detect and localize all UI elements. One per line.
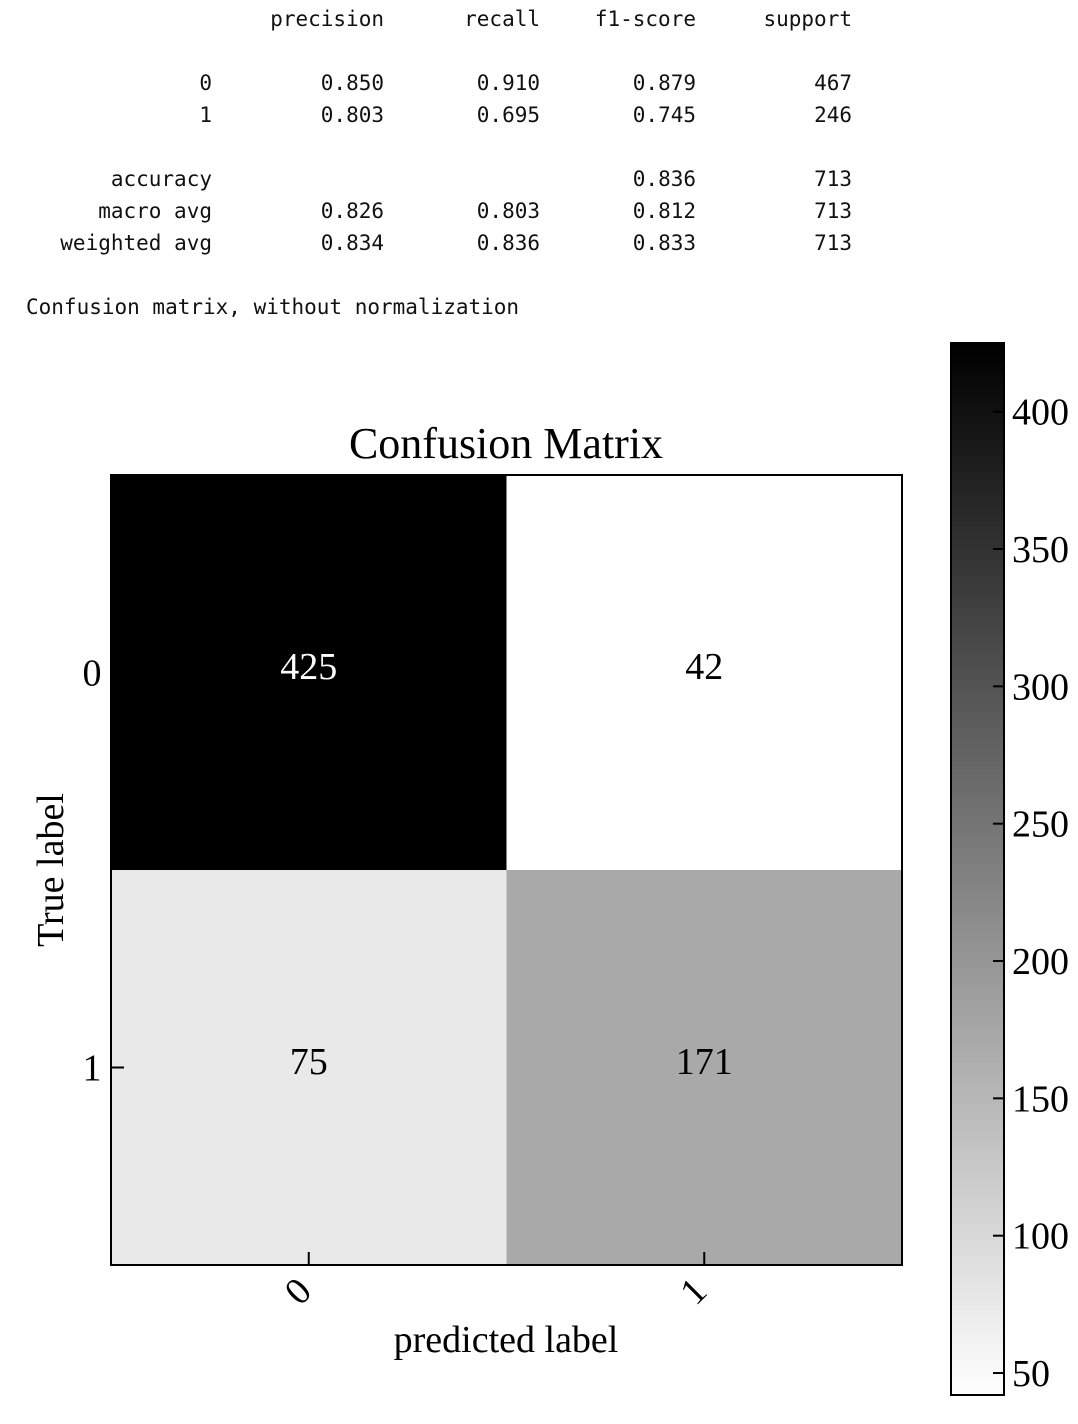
report-row-label: 1 [199,103,212,127]
report-cell: 0.834 [320,231,384,255]
report-column-header: support [763,7,852,31]
x-axis-label: predicted label [394,1319,619,1361]
report-cell: 0.803 [320,103,384,127]
report-row-label: macro avg [98,199,212,223]
heatmap-cell [506,475,902,870]
colorbar-tick-label: 400 [1012,392,1069,434]
report-cell: 0.879 [632,71,696,95]
report-cell: 467 [814,71,852,95]
report-cell: 713 [814,199,852,223]
report-cell: 0.803 [476,199,540,223]
report-column-header: precision [270,7,384,31]
cell-value-label: 42 [685,646,723,688]
report-caption: Confusion matrix, without normalization [26,295,520,319]
colorbar-tick-label: 300 [1012,666,1069,708]
plot-frame [110,474,903,1266]
y-tick-label: 1 [83,1048,102,1090]
report-cell: 0.826 [320,199,384,223]
heatmap-cell [111,475,507,870]
heatmap-cells: 425 42 75 171 [111,475,902,1265]
report-row-label: accuracy [110,167,212,191]
y-axis-label: True label [30,793,72,947]
x-tick-label: 0 [277,1270,320,1313]
report-column-header: recall [464,7,540,31]
colorbar-tick-label: 200 [1012,941,1069,983]
colorbar-tick-label: 350 [1012,529,1069,571]
report-cell: 0.850 [320,71,384,95]
report-cell: 0.745 [632,103,696,127]
chart-title: Confusion Matrix [349,419,663,468]
report-cell: 713 [814,167,852,191]
report-cell: 0.695 [476,103,540,127]
report-cell: 246 [814,103,852,127]
report-cell: 0.833 [632,231,696,255]
report-row-label: weighted avg [60,231,212,255]
heatmap-cell [111,870,507,1265]
y-tick-label: 0 [83,653,102,695]
report-cell: 0.836 [476,231,540,255]
cell-value-label: 75 [290,1041,328,1083]
classification-report: precision recall f1-score support 0 0.850 0.91… [0,0,1078,330]
colorbar-tick-label: 150 [1012,1078,1069,1120]
colorbar-tick-label: 250 [1012,804,1069,846]
heatmap-cell [506,870,902,1265]
colorbar [950,342,1005,1396]
colorbar-tick-label: 100 [1012,1216,1069,1258]
report-cell: 0.836 [632,167,696,191]
report-row-label: 0 [199,71,212,95]
report-cell: 713 [814,231,852,255]
report-cell: 0.812 [632,199,696,223]
cell-value-label: 171 [676,1041,733,1083]
cell-value-label: 425 [280,646,337,688]
x-tick-label: 1 [672,1270,715,1313]
colorbar-tick-label: 50 [1012,1353,1050,1395]
report-column-header: f1-score [594,7,696,31]
report-cell: 0.910 [476,71,540,95]
colorbar-ticks: 50 100 150 200 250 300 350 400 [993,392,1069,1395]
